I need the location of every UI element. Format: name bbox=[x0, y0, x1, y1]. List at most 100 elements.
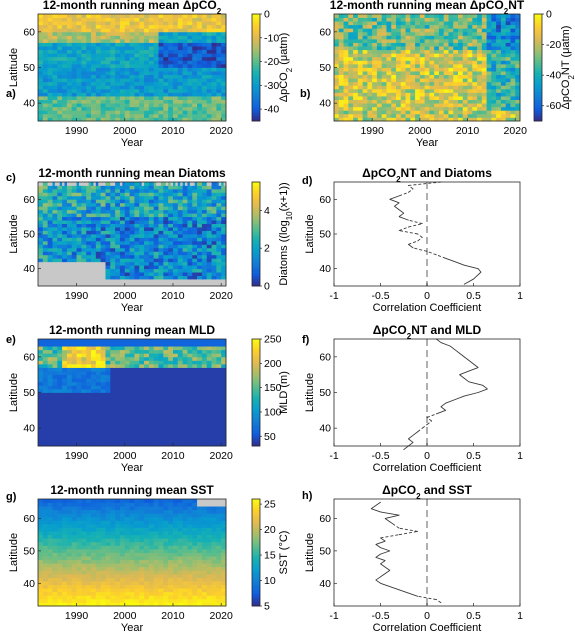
heatmap-cell bbox=[374, 17, 378, 22]
heatmap-cell bbox=[419, 56, 423, 61]
heatmap-cell bbox=[381, 96, 385, 100]
heatmap-cell bbox=[38, 42, 41, 47]
heatmap-cell bbox=[95, 60, 99, 65]
heatmap-cell bbox=[83, 49, 87, 54]
heatmap-cell bbox=[129, 78, 133, 83]
heatmap-cell bbox=[146, 53, 150, 58]
heatmap-cell bbox=[510, 99, 514, 104]
heatmap-cell bbox=[216, 85, 220, 90]
heatmap-cell bbox=[446, 14, 449, 18]
heatmap-cell bbox=[338, 96, 342, 100]
heatmap-cell bbox=[42, 60, 46, 65]
heatmap-cell bbox=[182, 42, 186, 47]
heatmap-cell bbox=[348, 71, 352, 76]
heatmap-cell bbox=[396, 78, 399, 83]
heatmap-cell bbox=[91, 88, 94, 93]
heatmap-cell bbox=[438, 106, 442, 111]
heatmap-cell bbox=[508, 96, 511, 100]
heatmap-cell bbox=[436, 60, 440, 65]
heatmap-cell bbox=[381, 42, 385, 47]
heatmap-cell bbox=[42, 38, 46, 43]
heatmap-cell bbox=[216, 110, 220, 115]
heatmap-cell bbox=[192, 67, 196, 72]
heatmap-cell bbox=[201, 53, 205, 58]
heatmap-cell bbox=[400, 63, 404, 68]
heatmap-cell bbox=[472, 110, 476, 115]
heatmap-cell bbox=[213, 38, 217, 43]
heatmap-cell bbox=[185, 117, 188, 122]
heatmap-cell bbox=[458, 28, 461, 33]
heatmap-cell bbox=[334, 103, 337, 108]
heatmap-cell bbox=[369, 31, 373, 36]
heatmap-cell bbox=[419, 67, 423, 72]
heatmap-cell bbox=[141, 78, 145, 83]
heatmap-cell bbox=[160, 14, 164, 18]
heatmap-cell bbox=[474, 35, 478, 40]
heatmap-cell bbox=[474, 106, 478, 111]
heatmap-cell bbox=[489, 96, 492, 100]
heatmap-cell bbox=[95, 78, 99, 83]
heatmap-cell bbox=[365, 117, 368, 122]
heatmap-cell bbox=[515, 71, 519, 76]
heatmap-cell bbox=[119, 103, 123, 108]
heatmap-cell bbox=[209, 106, 212, 111]
heatmap-cell bbox=[100, 63, 104, 68]
heatmap-cell bbox=[47, 275, 51, 280]
heatmap-cell bbox=[211, 92, 215, 97]
heatmap-cell bbox=[417, 28, 421, 33]
heatmap-cell bbox=[134, 49, 138, 54]
heatmap-cell bbox=[367, 113, 371, 118]
heatmap-cell bbox=[353, 42, 356, 47]
heatmap-cell bbox=[66, 81, 70, 86]
heatmap-cell bbox=[158, 78, 162, 83]
heatmap-cell bbox=[93, 99, 97, 104]
heatmap-cell bbox=[119, 81, 123, 86]
heatmap-cell bbox=[500, 56, 504, 61]
heatmap-cell bbox=[136, 88, 140, 93]
heatmap-cell bbox=[429, 28, 433, 33]
heatmap-cell bbox=[40, 99, 44, 104]
heatmap-cell bbox=[136, 85, 140, 90]
heatmap-cell bbox=[467, 38, 471, 43]
heatmap-cell bbox=[110, 117, 114, 122]
heatmap-cell bbox=[489, 74, 492, 79]
heatmap-cell bbox=[376, 96, 380, 100]
heatmap-cell bbox=[170, 42, 174, 47]
heatmap-cell bbox=[460, 71, 464, 76]
heatmap-cell bbox=[221, 38, 224, 43]
heatmap-cell bbox=[412, 117, 416, 122]
heatmap-cell bbox=[110, 88, 114, 93]
heatmap-cell bbox=[160, 96, 164, 100]
heatmap-cell bbox=[436, 46, 440, 51]
heatmap-cell bbox=[453, 28, 457, 33]
heatmap-cell bbox=[345, 88, 349, 93]
heatmap-cell bbox=[86, 78, 90, 83]
heatmap-cell bbox=[505, 106, 509, 111]
heatmap-cell bbox=[338, 78, 342, 83]
heatmap-cell bbox=[477, 63, 480, 68]
heatmap-cell bbox=[357, 96, 361, 100]
heatmap-cell bbox=[185, 113, 188, 118]
heatmap-cell bbox=[119, 56, 123, 61]
heatmap-cell bbox=[71, 92, 75, 97]
heatmap-cell bbox=[158, 110, 162, 115]
heatmap-cell bbox=[119, 17, 123, 22]
heatmap-cell bbox=[357, 67, 361, 72]
heatmap-cell bbox=[469, 38, 473, 43]
heatmap-cell bbox=[498, 92, 502, 97]
heatmap-cell bbox=[348, 103, 352, 108]
heatmap-cell bbox=[182, 63, 186, 68]
heatmap-cell bbox=[136, 113, 140, 118]
heatmap-cell bbox=[64, 42, 68, 47]
heatmap-cell bbox=[512, 81, 516, 86]
heatmap-cell bbox=[429, 56, 433, 61]
heatmap-cell bbox=[100, 21, 104, 26]
heatmap-cell bbox=[40, 188, 44, 193]
heatmap-cell bbox=[500, 49, 504, 54]
heatmap-cell bbox=[40, 28, 44, 33]
heatmap-cell bbox=[54, 78, 58, 83]
heatmap-cell bbox=[453, 88, 457, 93]
heatmap-cell bbox=[388, 81, 392, 86]
heatmap-cell bbox=[42, 67, 46, 72]
heatmap-cell bbox=[379, 63, 383, 68]
